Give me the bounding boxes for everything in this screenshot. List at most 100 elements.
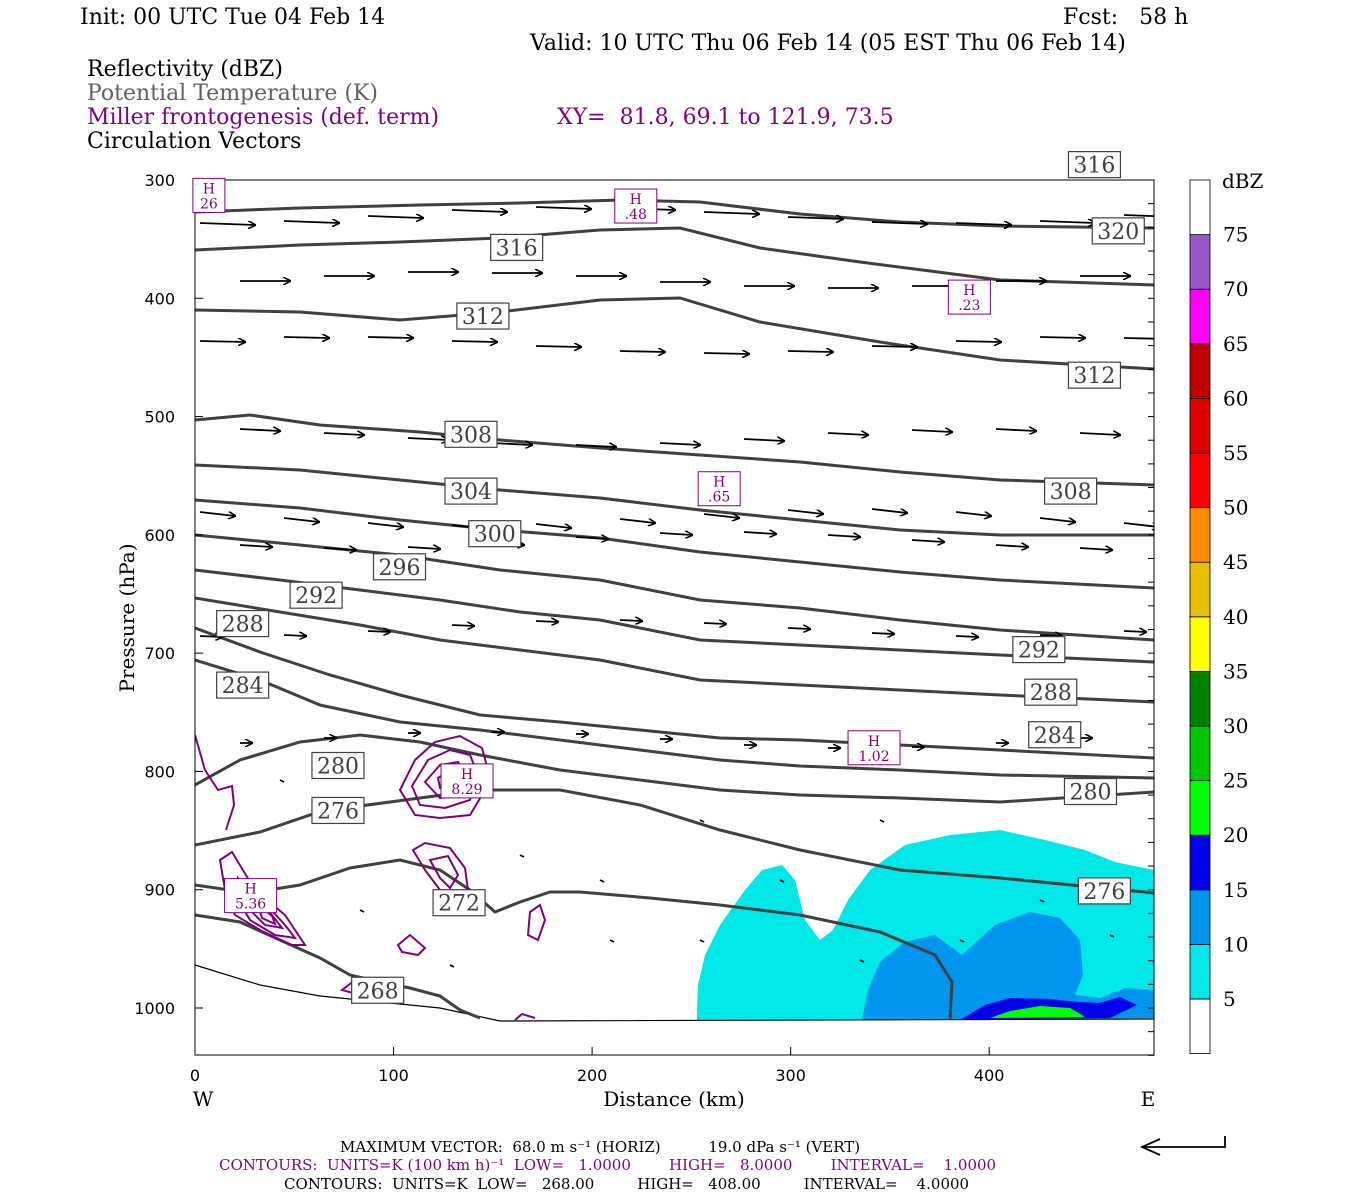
fronto-max-value: .23: [958, 298, 980, 314]
circulation-vector: [239, 545, 272, 547]
theta-label-box: [311, 751, 365, 780]
theta-label-box: [1077, 877, 1131, 905]
theta-label-box: [351, 976, 405, 1004]
y-tick-label: 600: [144, 526, 175, 545]
max-vector-info: MAXIMUM VECTOR: 68.0 m s⁻¹ (HORIZ) 19.0 …: [340, 1138, 861, 1156]
y-axis-label: Pressure (hPa): [115, 544, 139, 693]
circulation-vector: [449, 964, 455, 968]
circulation-vector: [619, 518, 655, 523]
fronto-contour-info: CONTOURS: UNITS=K (100 km h)⁻¹ LOW= 1.00…: [219, 1156, 997, 1174]
circulation-vector: [1039, 899, 1045, 903]
circulation-vector: [199, 341, 245, 342]
circulation-vector: [535, 207, 591, 209]
circulation-vector: [659, 443, 700, 445]
field-title-frontogenesis: Miller frontogenesis (def. term): [87, 105, 440, 130]
colorbar-segment: [1189, 944, 1211, 1000]
fronto-max-marker: H: [203, 181, 215, 197]
circulation-vector: [199, 511, 235, 516]
colorbar-segment: [1189, 179, 1211, 235]
fronto-max-box: [847, 730, 901, 766]
theta-label-box: [456, 302, 510, 330]
fronto-max-box: [614, 188, 658, 224]
colorbar-segment: [1189, 834, 1211, 891]
y-tick-label: 700: [144, 644, 175, 663]
x-tick-label: 300: [775, 1066, 806, 1085]
circulation-vector: [955, 511, 991, 516]
y-tick-label: 400: [144, 289, 175, 308]
fronto-max-value: 1.02: [858, 749, 889, 765]
x-tick-label: 0: [190, 1066, 200, 1085]
circulation-vector: [911, 430, 952, 432]
colorbar-label: 40: [1223, 605, 1248, 629]
colorbar-segment: [1189, 288, 1211, 345]
circulation-vector: [787, 217, 843, 219]
colorbar-segment: [1189, 561, 1211, 618]
reflectivity-20dbz: [990, 1006, 1085, 1018]
fronto-max-marker: H: [963, 283, 975, 299]
theta-304: [195, 463, 1154, 537]
fronto-max-value: 5.36: [235, 897, 266, 913]
theta-label: 316: [1073, 154, 1115, 179]
reflectivity-shading: [697, 830, 1154, 1020]
circulation-vector: [1079, 548, 1112, 550]
theta-label-box: [372, 553, 427, 581]
theta-316: [195, 226, 1154, 287]
circulation-vector: [871, 508, 907, 513]
circulation-vector: [859, 959, 865, 963]
circulation-vector: [827, 535, 860, 537]
x-tick-label: 100: [378, 1066, 409, 1085]
x-axis-label: Distance (km): [603, 1087, 745, 1111]
theta-contour-info: CONTOURS: UNITS=K LOW= 268.00 HIGH= 408.…: [284, 1175, 970, 1193]
circulation-vector: [199, 223, 255, 225]
theta-272a: [195, 788, 1154, 895]
theta-276: [195, 733, 1154, 804]
theta-268: [195, 913, 481, 1020]
fronto-max-box: [192, 177, 226, 213]
colorbar-label: 45: [1223, 550, 1248, 574]
circulation-vector: [743, 439, 784, 441]
theta-280: [195, 658, 1154, 780]
circulation-vector: [283, 337, 329, 338]
circulation-vector: [619, 351, 665, 352]
circulation-vector: [609, 939, 615, 943]
circulation-vector: [1123, 337, 1154, 340]
theta-label: 280: [317, 755, 359, 780]
y-tick-label: 500: [144, 408, 175, 427]
circulation-vector: [407, 547, 440, 549]
colorbar-segment: [1189, 507, 1211, 563]
theta-272b: [195, 858, 954, 1021]
dbz-colorbar: 5 10 15 20 25 30 35 40 45 50 55 60 65 70 75 dBZ: [1189, 169, 1264, 1054]
field-title-theta: Potential Temperature (K): [87, 81, 378, 106]
theta-label: 296: [379, 556, 421, 581]
x-tick-label: 400: [974, 1066, 1005, 1085]
fronto-contour: [526, 903, 547, 942]
colorbar-label: 10: [1223, 932, 1248, 956]
theta-label-box: [468, 520, 522, 548]
y-tick-label: 800: [144, 762, 175, 781]
theta-308: [195, 413, 1154, 487]
field-title-vectors: Circulation Vectors: [87, 129, 302, 154]
circulation-vector: [955, 341, 1001, 342]
circulation-vector: [1039, 517, 1075, 522]
theta-label-box: [1067, 361, 1122, 389]
theta-label-box: [1063, 777, 1118, 806]
theta-label: 272: [438, 892, 480, 917]
theta-300: [195, 498, 1154, 590]
colorbar-segment: [1189, 780, 1211, 836]
theta-label-box: [1044, 477, 1098, 505]
fronto-max-marker: H: [244, 882, 256, 898]
fronto-max-value: .48: [625, 207, 647, 223]
theta-label-box: [1028, 721, 1082, 749]
colorbar-segment: [1189, 343, 1211, 399]
colorbar-label: 5: [1223, 987, 1236, 1011]
theta-label-box: [444, 420, 498, 448]
theta-label-box: [216, 609, 270, 638]
circulation-vector: [1079, 433, 1120, 435]
theta-label: 316: [496, 236, 538, 261]
colorbar-label: 20: [1223, 823, 1248, 847]
theta-label: 284: [1034, 724, 1076, 749]
colorbar-label: 60: [1223, 386, 1248, 410]
theta-312: [195, 296, 1154, 371]
circulation-vector: [1039, 635, 1062, 636]
